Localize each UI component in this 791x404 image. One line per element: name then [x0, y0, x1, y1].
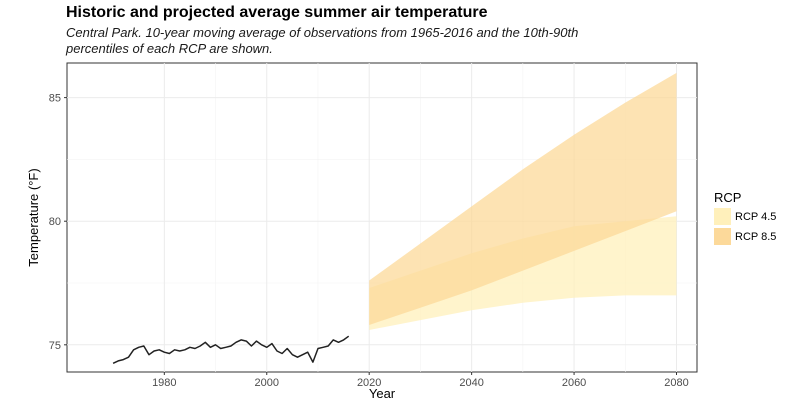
legend-label-rcp-4-5: RCP 4.5	[735, 211, 776, 223]
x-tick-label: 2020	[357, 377, 381, 389]
rcp-8-5-ribbon	[369, 72, 677, 326]
observed-line-layer	[112, 335, 350, 364]
y-tick-label: 75	[49, 340, 61, 352]
y-tick-label: 85	[49, 93, 61, 105]
chart-title: Historic and projected average summer ai…	[66, 4, 488, 21]
chart-subtitle-line-2: percentiles of each RCP are shown.	[66, 41, 273, 56]
legend-key-rcp-8-5	[714, 228, 731, 245]
x-axis-title: Year	[369, 386, 396, 401]
observed-temperature-line	[112, 335, 350, 364]
x-tick-label: 2080	[664, 377, 688, 389]
chart-subtitle-line-1: Central Park. 10-year moving average of …	[66, 25, 579, 40]
legend-label-rcp-8-5: RCP 8.5	[735, 231, 776, 243]
legend-key-rcp-4-5	[714, 208, 731, 225]
rcp-4-5-ribbon	[369, 216, 677, 330]
area-layer	[369, 72, 677, 330]
legend: RCP RCP 4.5 RCP 8.5	[714, 190, 776, 245]
x-tick-label: 2040	[459, 377, 483, 389]
y-tick-label: 80	[49, 216, 61, 228]
x-tick-label: 2060	[562, 377, 586, 389]
x-tick-label: 2000	[255, 377, 279, 389]
x-tick-label: 1980	[152, 377, 176, 389]
y-axis-title: Temperature (°F)	[26, 168, 41, 266]
axis-layer: 1980 2000 2020 2040 2060 2080 75 80 85	[49, 93, 689, 389]
legend-title: RCP	[714, 190, 741, 205]
